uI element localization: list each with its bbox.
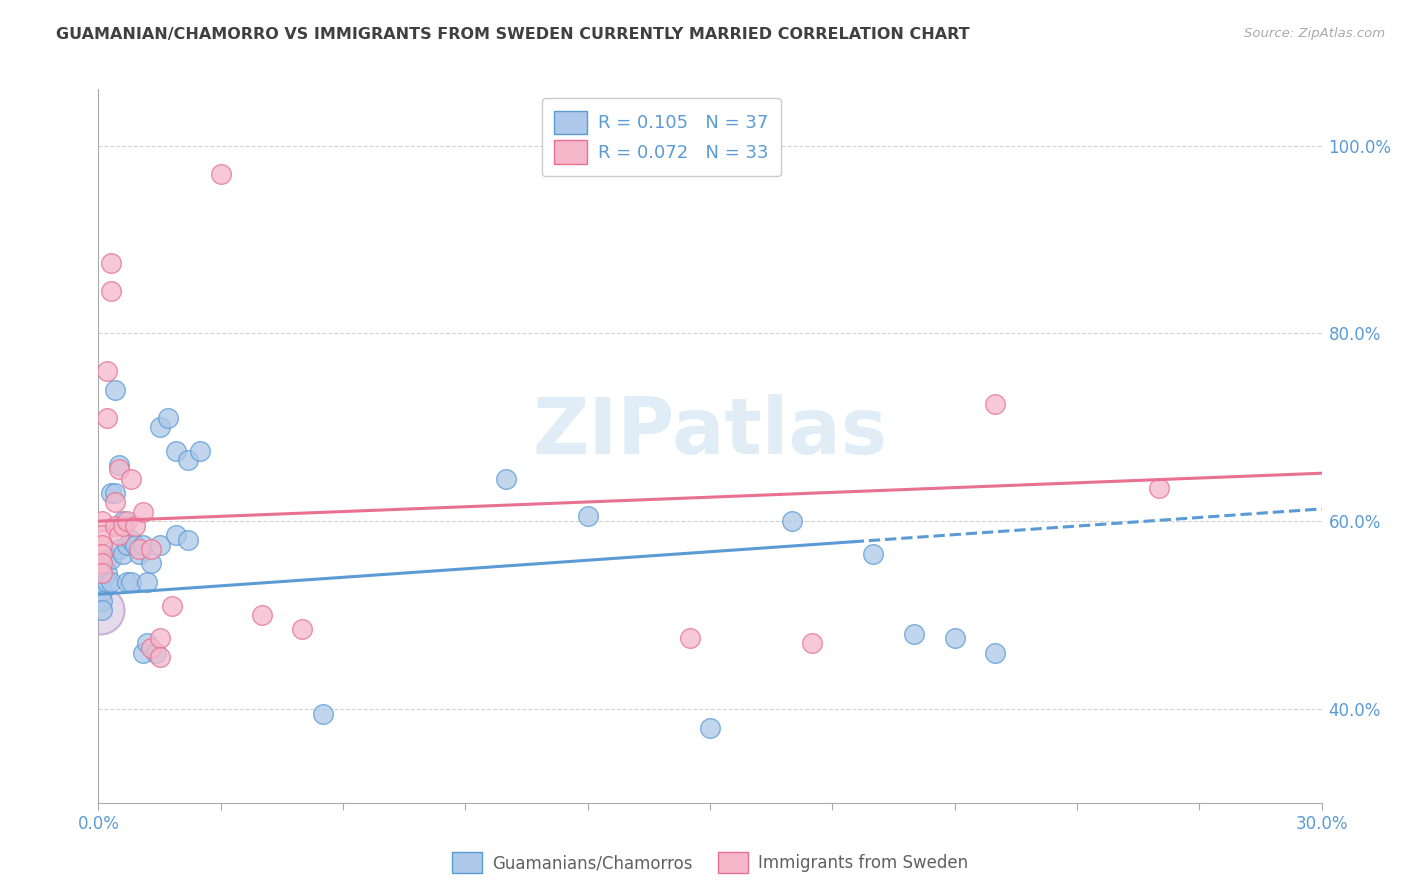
Point bbox=[149, 632, 172, 646]
Point bbox=[177, 533, 200, 547]
Point bbox=[104, 495, 127, 509]
Point bbox=[115, 575, 138, 590]
Point bbox=[291, 622, 314, 636]
Point bbox=[128, 547, 150, 561]
Legend: Guamanians/Chamorros, Immigrants from Sweden: Guamanians/Chamorros, Immigrants from Sw… bbox=[446, 846, 974, 880]
Point bbox=[91, 528, 114, 542]
Point bbox=[576, 509, 599, 524]
Point bbox=[96, 566, 118, 580]
Point bbox=[862, 547, 884, 561]
Point bbox=[100, 284, 122, 298]
Point bbox=[120, 472, 142, 486]
Point bbox=[100, 551, 122, 566]
Point bbox=[91, 566, 114, 580]
Point bbox=[943, 632, 966, 646]
Point bbox=[100, 486, 122, 500]
Point bbox=[801, 636, 824, 650]
Point bbox=[984, 646, 1007, 660]
Point bbox=[111, 518, 134, 533]
Point bbox=[108, 458, 131, 472]
Point bbox=[145, 646, 167, 660]
Point bbox=[108, 462, 131, 476]
Point bbox=[495, 472, 517, 486]
Text: ZIPatlas: ZIPatlas bbox=[533, 393, 887, 470]
Point bbox=[780, 514, 803, 528]
Text: Source: ZipAtlas.com: Source: ZipAtlas.com bbox=[1244, 27, 1385, 40]
Point bbox=[141, 542, 163, 557]
Point bbox=[91, 557, 114, 571]
Point bbox=[165, 443, 187, 458]
Point bbox=[91, 603, 114, 617]
Point bbox=[165, 528, 187, 542]
Point bbox=[312, 706, 335, 721]
Point bbox=[91, 547, 114, 561]
Point bbox=[96, 364, 118, 378]
Point bbox=[160, 599, 183, 613]
Point bbox=[149, 538, 172, 552]
Point bbox=[120, 575, 142, 590]
Point bbox=[111, 514, 134, 528]
Point bbox=[209, 167, 232, 181]
Point bbox=[100, 256, 122, 270]
Point bbox=[111, 547, 134, 561]
Point bbox=[100, 575, 122, 590]
Point bbox=[250, 607, 273, 622]
Point bbox=[104, 518, 127, 533]
Point bbox=[177, 453, 200, 467]
Point bbox=[104, 383, 127, 397]
Text: GUAMANIAN/CHAMORRO VS IMMIGRANTS FROM SWEDEN CURRENTLY MARRIED CORRELATION CHART: GUAMANIAN/CHAMORRO VS IMMIGRANTS FROM SW… bbox=[56, 27, 970, 42]
Point bbox=[108, 528, 131, 542]
Point bbox=[108, 542, 131, 557]
Point bbox=[132, 505, 155, 519]
Point bbox=[132, 646, 155, 660]
Point bbox=[1147, 481, 1170, 495]
Point bbox=[104, 486, 127, 500]
Point bbox=[984, 397, 1007, 411]
Point bbox=[141, 557, 163, 571]
Point bbox=[89, 603, 111, 617]
Point bbox=[188, 443, 212, 458]
Point bbox=[679, 632, 702, 646]
Point bbox=[124, 538, 146, 552]
Point bbox=[91, 538, 114, 552]
Point bbox=[96, 410, 118, 425]
Point bbox=[96, 575, 118, 590]
Point bbox=[115, 538, 138, 552]
Point bbox=[136, 636, 159, 650]
Point bbox=[141, 640, 163, 655]
Point bbox=[128, 542, 150, 557]
Point bbox=[91, 514, 114, 528]
Point bbox=[149, 650, 172, 665]
Point bbox=[156, 410, 179, 425]
Point bbox=[903, 627, 925, 641]
Point bbox=[149, 420, 172, 434]
Point bbox=[699, 721, 721, 735]
Point bbox=[132, 538, 155, 552]
Point bbox=[136, 575, 159, 590]
Point bbox=[115, 514, 138, 528]
Point bbox=[91, 575, 114, 590]
Point bbox=[120, 533, 142, 547]
Point bbox=[91, 584, 114, 599]
Point bbox=[124, 518, 146, 533]
Point bbox=[91, 594, 114, 608]
Point bbox=[96, 551, 118, 566]
